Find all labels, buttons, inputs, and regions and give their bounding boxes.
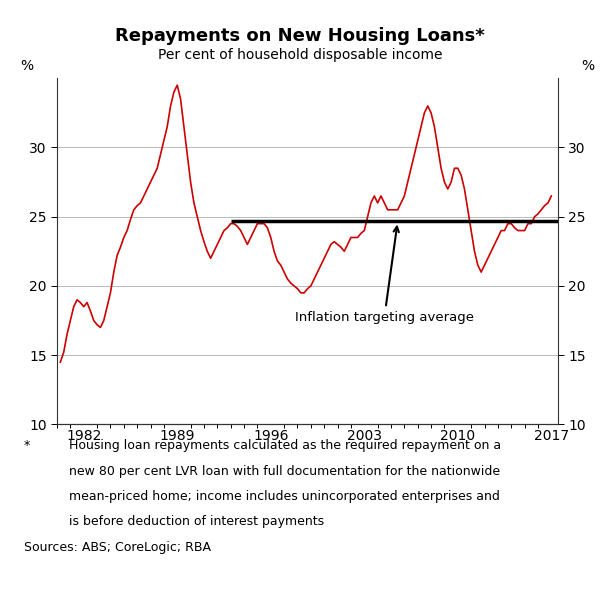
Text: mean-priced home; income includes unincorporated enterprises and: mean-priced home; income includes uninco…	[69, 490, 500, 503]
Text: Per cent of household disposable income: Per cent of household disposable income	[158, 48, 442, 62]
Text: Sources: ABS; CoreLogic; RBA: Sources: ABS; CoreLogic; RBA	[24, 541, 211, 554]
Text: Inflation targeting average: Inflation targeting average	[295, 226, 474, 324]
Text: *: *	[24, 439, 30, 453]
Text: new 80 per cent LVR loan with full documentation for the nationwide: new 80 per cent LVR loan with full docum…	[69, 465, 500, 478]
Text: %: %	[20, 59, 34, 73]
Text: Housing loan repayments calculated as the required repayment on a: Housing loan repayments calculated as th…	[69, 439, 501, 453]
Text: %: %	[581, 59, 595, 73]
Text: is before deduction of interest payments: is before deduction of interest payments	[69, 515, 324, 529]
Text: Repayments on New Housing Loans*: Repayments on New Housing Loans*	[115, 27, 485, 45]
